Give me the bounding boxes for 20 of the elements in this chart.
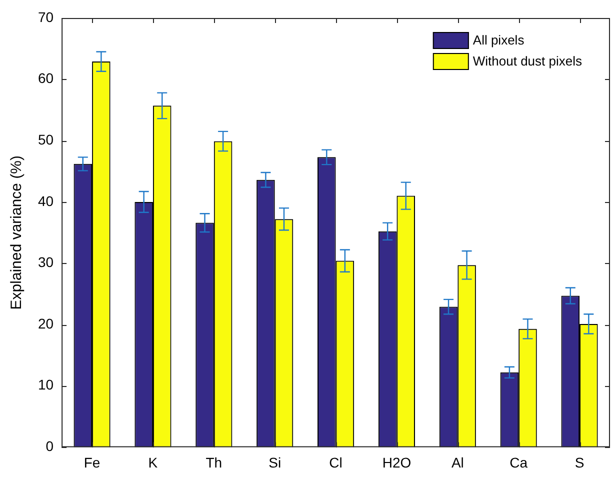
y-axis-title: Explained variance (%) [8,155,26,310]
y-tick-label: 30 [38,254,54,270]
y-tick-label: 10 [38,376,54,393]
y-tick-label: 50 [38,131,54,148]
x-tick-label: Al [451,454,464,470]
x-tick-label: Ca [510,454,528,470]
y-tick-label: 40 [38,192,54,209]
y-tick-label: 0 [46,438,54,454]
legend-label: All pixels [472,32,525,48]
x-tick-label: S [574,454,584,470]
x-tick-label: Th [206,454,222,470]
x-tick-label: K [148,454,158,470]
y-tick-label: 70 [38,8,54,25]
x-tick-label: Si [268,454,282,470]
legend-label: Without dust pixels [472,54,582,69]
y-tick-label: 60 [38,70,54,86]
x-tick-label: Fe [84,454,100,470]
x-tick-label: Cl [329,454,342,470]
x-tick-label: H2O [382,454,412,470]
y-tick-label: 20 [38,315,54,332]
